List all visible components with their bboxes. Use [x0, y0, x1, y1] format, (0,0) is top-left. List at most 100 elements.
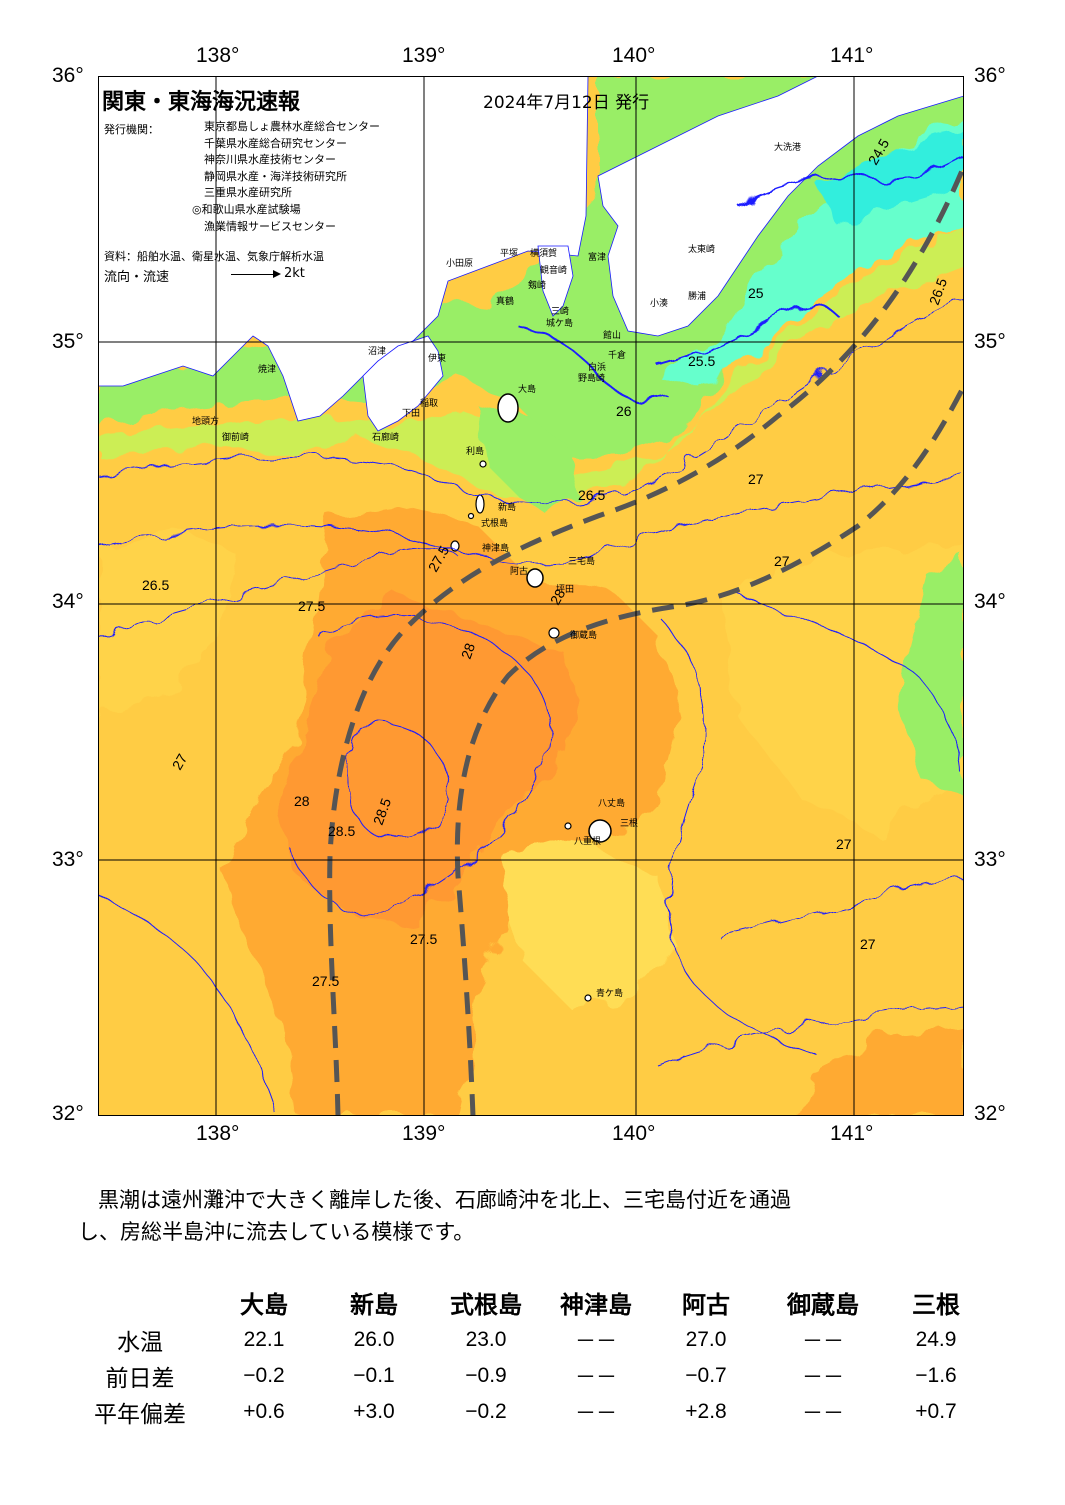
place-name: 地頭方	[192, 415, 219, 427]
place-name: 八重根	[574, 835, 601, 847]
contour-label: 28	[458, 641, 478, 661]
lat-right-33: 33°	[974, 848, 1006, 871]
lat-left-34: 34°	[52, 590, 84, 613]
lon-top-141: 141°	[830, 44, 874, 67]
column-header: 大島	[240, 1290, 288, 1319]
contour-label: 25.5	[688, 353, 715, 369]
land-honshu	[98, 76, 589, 422]
place-name: 御前崎	[222, 431, 249, 443]
contour-label: 27	[860, 936, 876, 952]
table-cell: +2.8	[685, 1400, 727, 1423]
sea-temperature-map: 24.5 25 25.5 26 26.5 26.5 26.5 27 27 27 …	[98, 76, 964, 1116]
contour-label: 27.5	[312, 973, 339, 989]
column-header: 阿古	[682, 1290, 730, 1319]
issue-date: 2024年7月12日 発行	[483, 93, 650, 113]
lon-bottom-140: 140°	[612, 1122, 656, 1145]
place-names: 大洗港 太東崎 勝浦 小湊 館山 千倉 白浜 野島崎 富津 横須賀 城ケ島 三崎…	[192, 141, 801, 999]
agency-item: 三重県水産研究所	[204, 186, 292, 200]
map-title: 関東・東海海況速報	[102, 90, 301, 115]
contour-label: 27	[748, 471, 764, 487]
row-label: 水温	[117, 1330, 163, 1356]
agency-label: 発行機関：	[104, 123, 159, 136]
island-toshima	[479, 460, 487, 468]
table-cell: －－	[575, 1402, 617, 1425]
place-name: 三崎	[551, 305, 569, 317]
pale-area-east	[718, 546, 964, 836]
place-name: 白浜	[588, 361, 606, 373]
lat-left-33: 33°	[52, 848, 84, 871]
place-name: 館山	[603, 329, 621, 341]
lat-right-36: 36°	[974, 64, 1006, 87]
table-row: 前日差 −0.2 −0.1 −0.9 －－ −0.7 －－ −1.6	[70, 1358, 988, 1394]
flow-legend-label: 流向・流速	[104, 270, 170, 285]
table-row: 平年偏差 +0.6 +3.0 −0.2 －－ +2.8 －－ +0.7	[70, 1394, 988, 1430]
table-cell: 26.0	[353, 1328, 395, 1351]
table-cell: +3.0	[353, 1400, 395, 1423]
place-name: 勝浦	[688, 290, 706, 302]
agency-item: 静岡県水産・海洋技術研究所	[204, 169, 347, 183]
isotherm-line	[517, 325, 669, 401]
place-name: 焼津	[258, 364, 276, 375]
column-header: 神津島	[560, 1290, 632, 1319]
isotherm-line	[98, 547, 459, 637]
island-hachijojima	[588, 819, 612, 843]
contour-label: 25	[748, 285, 764, 301]
table-corner	[70, 1282, 210, 1322]
place-name: 八丈島	[598, 797, 625, 809]
contour-label: 27.5	[298, 598, 325, 614]
lon-top-139: 139°	[402, 44, 446, 67]
place-name: 城ケ島	[546, 317, 573, 329]
island-shikinejima	[467, 512, 475, 520]
place-name: 真鶴	[496, 295, 514, 307]
table-row: 水温 22.1 26.0 23.0 －－ 27.0 －－ 24.9	[70, 1322, 988, 1358]
place-name: 三宅島	[568, 555, 595, 567]
place-name: 稲取	[420, 397, 438, 409]
lon-bottom-138: 138°	[196, 1122, 240, 1145]
agency-list: 東京都島しょ農林水産総合センター 千葉県水産総合研究センター 神奈川県水産技術セ…	[192, 119, 380, 235]
island-temperature-table: 大島 新島 式根島 神津島 阿古 御蔵島 三根 水温 22.1 26.0 23.…	[70, 1282, 988, 1430]
table-cell: 22.1	[243, 1328, 285, 1351]
agency-item: 漁業情報サービスセンター	[204, 219, 336, 233]
land-izu-peninsula	[362, 335, 444, 432]
land-miura	[537, 245, 574, 317]
table-cell: −0.2	[465, 1400, 507, 1423]
table-cell: 24.9	[915, 1328, 957, 1351]
place-name: 新島	[498, 501, 516, 513]
isotherms	[98, 155, 964, 1116]
place-name: 式根島	[481, 517, 508, 529]
contour-label: 27	[169, 751, 191, 773]
agency-item: 東京都島しょ農林水産総合センター	[204, 120, 380, 133]
place-name: 青ケ島	[596, 987, 623, 999]
island-miyakejima	[526, 568, 544, 588]
place-name: 観音崎	[540, 264, 567, 276]
place-name: 大洗港	[774, 141, 801, 153]
island-hachijokojima	[564, 822, 572, 830]
comment-line-1: 黒潮は遠州灘沖で大きく離岸した後、石廊崎沖を北上、三宅島付近を通過	[98, 1188, 791, 1212]
land-boso	[597, 76, 964, 337]
table-cell: －－	[802, 1366, 844, 1389]
isotherm-line	[98, 475, 964, 562]
flow-scale-arrowhead	[273, 270, 281, 278]
flow-scale-label: 2kt	[284, 266, 305, 281]
lat-right-32: 32°	[974, 1102, 1006, 1125]
place-name: 坪田	[556, 584, 574, 595]
lon-bottom-141: 141°	[830, 1122, 874, 1145]
contour-label: 28.5	[328, 823, 355, 839]
pale-area-west	[98, 526, 238, 716]
warm-southeast-27-5	[798, 1026, 964, 1116]
table-cell: 27.0	[685, 1328, 727, 1351]
map-border	[98, 76, 964, 1116]
cool-edge-east	[898, 556, 964, 796]
agency-item: 神奈川県水産技術センター	[204, 153, 336, 167]
isotherm-line	[737, 595, 964, 777]
place-name: 三根	[620, 817, 638, 829]
contour-label: 26	[616, 403, 632, 419]
place-name: 石廊崎	[372, 431, 399, 443]
cool-band-26	[98, 226, 964, 496]
comment-line-2: し、房総半島沖に流去している模様です。	[78, 1220, 475, 1244]
contour-label: 26.5	[578, 487, 605, 503]
column-header: 新島	[350, 1290, 398, 1319]
island-aogashima	[584, 994, 592, 1002]
table-cell: +0.6	[243, 1400, 285, 1423]
isotherm-line	[347, 722, 450, 839]
